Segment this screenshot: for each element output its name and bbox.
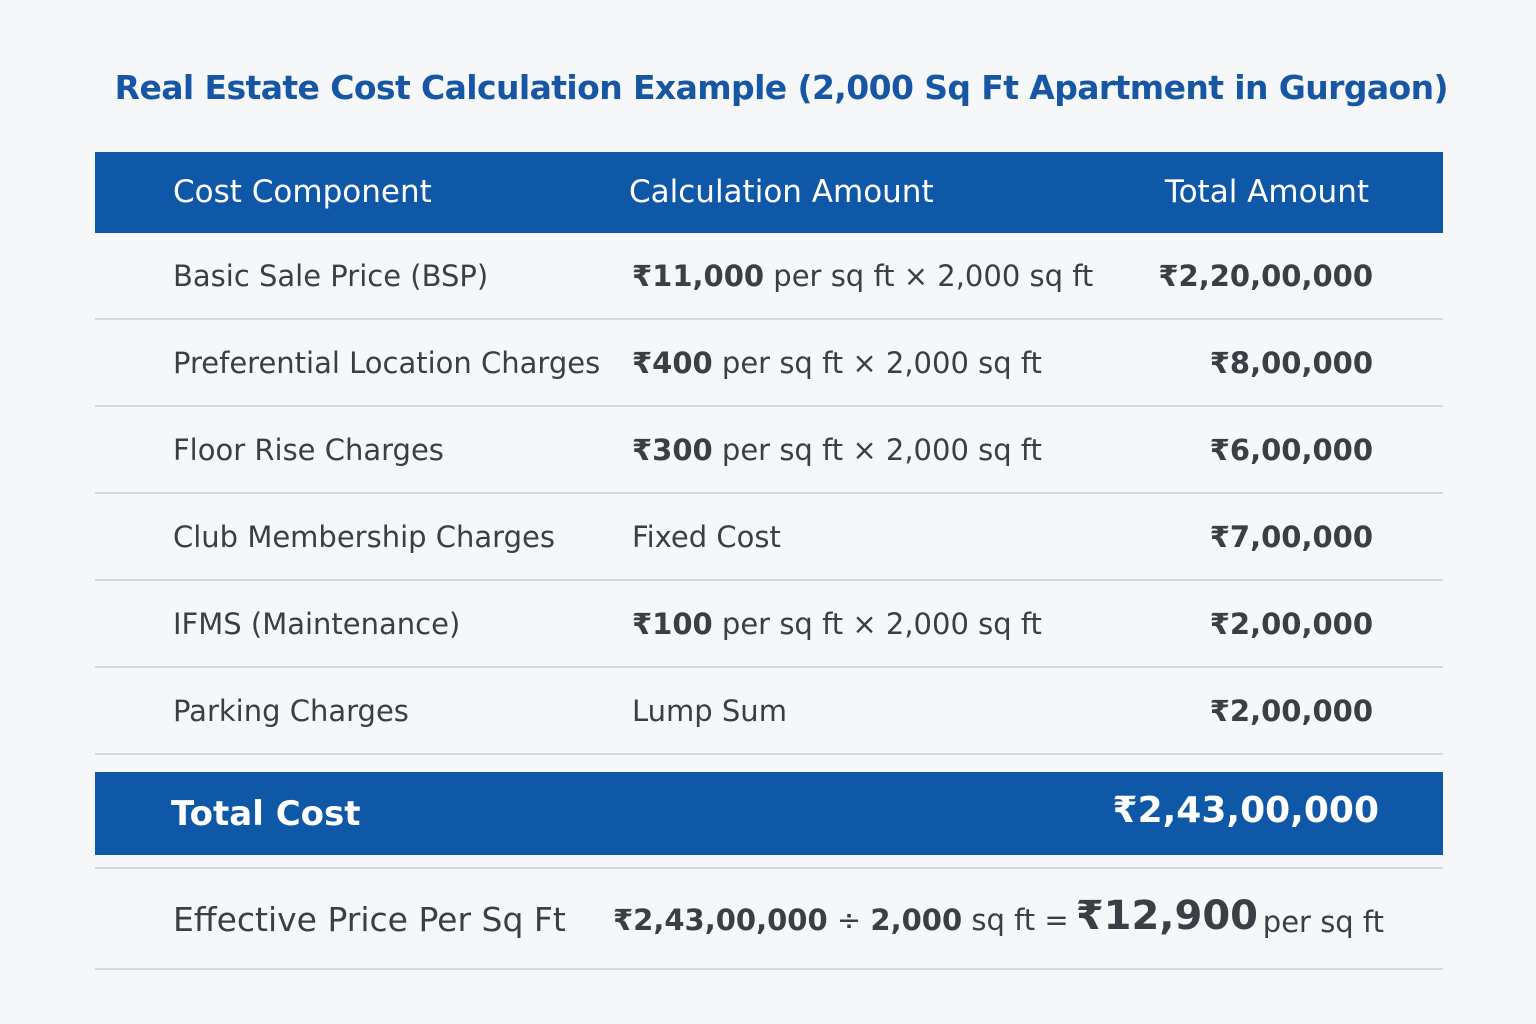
row-component: IFMS (Maintenance) [173,607,461,641]
row-calculation: ₹100 per sq ft × 2,000 sq ft [632,607,1042,641]
row-total: ₹2,20,00,000 [1158,259,1373,293]
row-component: Preferential Location Charges [173,346,601,380]
row-calculation: ₹400 per sq ft × 2,000 sq ft [632,346,1042,380]
row-rate: ₹11,000 [632,259,765,293]
row-total: ₹6,00,000 [1209,433,1373,467]
total-cost-row: Total Cost ₹2,43,00,000 [95,772,1443,855]
total-cost-value: ₹2,43,00,000 [1112,790,1379,831]
table-header: Cost Component Calculation Amount Total … [95,152,1443,233]
row-rate: ₹400 [632,346,713,380]
row-calculation: Lump Sum [632,694,787,728]
row-calc-text: Fixed Cost [632,520,781,554]
row-component: Floor Rise Charges [173,433,444,467]
table-row: Parking Charges Lump Sum ₹2,00,000 [95,668,1443,755]
row-calculation: ₹300 per sq ft × 2,000 sq ft [632,433,1042,467]
row-calculation: Fixed Cost [632,520,781,554]
division-operator: ÷ [827,903,871,937]
row-calc-text: per sq ft × 2,000 sq ft [712,607,1042,641]
row-total: ₹8,00,000 [1209,346,1373,380]
table-row: Club Membership Charges Fixed Cost ₹7,00… [95,494,1443,581]
row-rate: ₹300 [632,433,713,467]
effective-price-label: Effective Price Per Sq Ft [173,900,566,939]
row-total: ₹2,00,000 [1209,694,1373,728]
row-component: Club Membership Charges [173,520,555,554]
row-rate: ₹100 [632,607,713,641]
header-cost-component: Cost Component [173,174,432,210]
denominator-unit: sq ft = [962,903,1069,937]
table-row: IFMS (Maintenance) ₹100 per sq ft × 2,00… [95,581,1443,668]
row-component: Parking Charges [173,694,409,728]
effective-price-calculation: ₹2,43,00,000 ÷ 2,000 sq ft = [613,903,1069,937]
header-total-amount: Total Amount [1164,174,1369,210]
row-calculation: ₹11,000 per sq ft × 2,000 sq ft [632,259,1093,293]
row-calc-text: Lump Sum [632,694,787,728]
table-row: Floor Rise Charges ₹300 per sq ft × 2,00… [95,407,1443,494]
table-row: Basic Sale Price (BSP) ₹11,000 per sq ft… [95,233,1443,320]
row-calc-text: per sq ft × 2,000 sq ft [712,346,1042,380]
effective-price-unit: per sq ft [1262,905,1384,939]
effective-price-result: ₹12,900 [1075,893,1258,939]
row-total: ₹2,00,000 [1209,607,1373,641]
header-calculation-amount: Calculation Amount [629,174,934,210]
cost-table: Cost Component Calculation Amount Total … [95,152,1443,755]
page-title: Real Estate Cost Calculation Example (2,… [114,68,1449,107]
total-cost-label: Total Cost [171,794,361,834]
effective-numerator: ₹2,43,00,000 [613,903,828,937]
row-calc-text: per sq ft × 2,000 sq ft [712,433,1042,467]
divider [95,867,1443,869]
row-component: Basic Sale Price (BSP) [173,259,489,293]
table-row: Preferential Location Charges ₹400 per s… [95,320,1443,407]
row-calc-text: per sq ft × 2,000 sq ft [764,259,1094,293]
row-total: ₹7,00,000 [1209,520,1373,554]
divider [95,968,1443,970]
effective-denominator: 2,000 [870,903,963,937]
